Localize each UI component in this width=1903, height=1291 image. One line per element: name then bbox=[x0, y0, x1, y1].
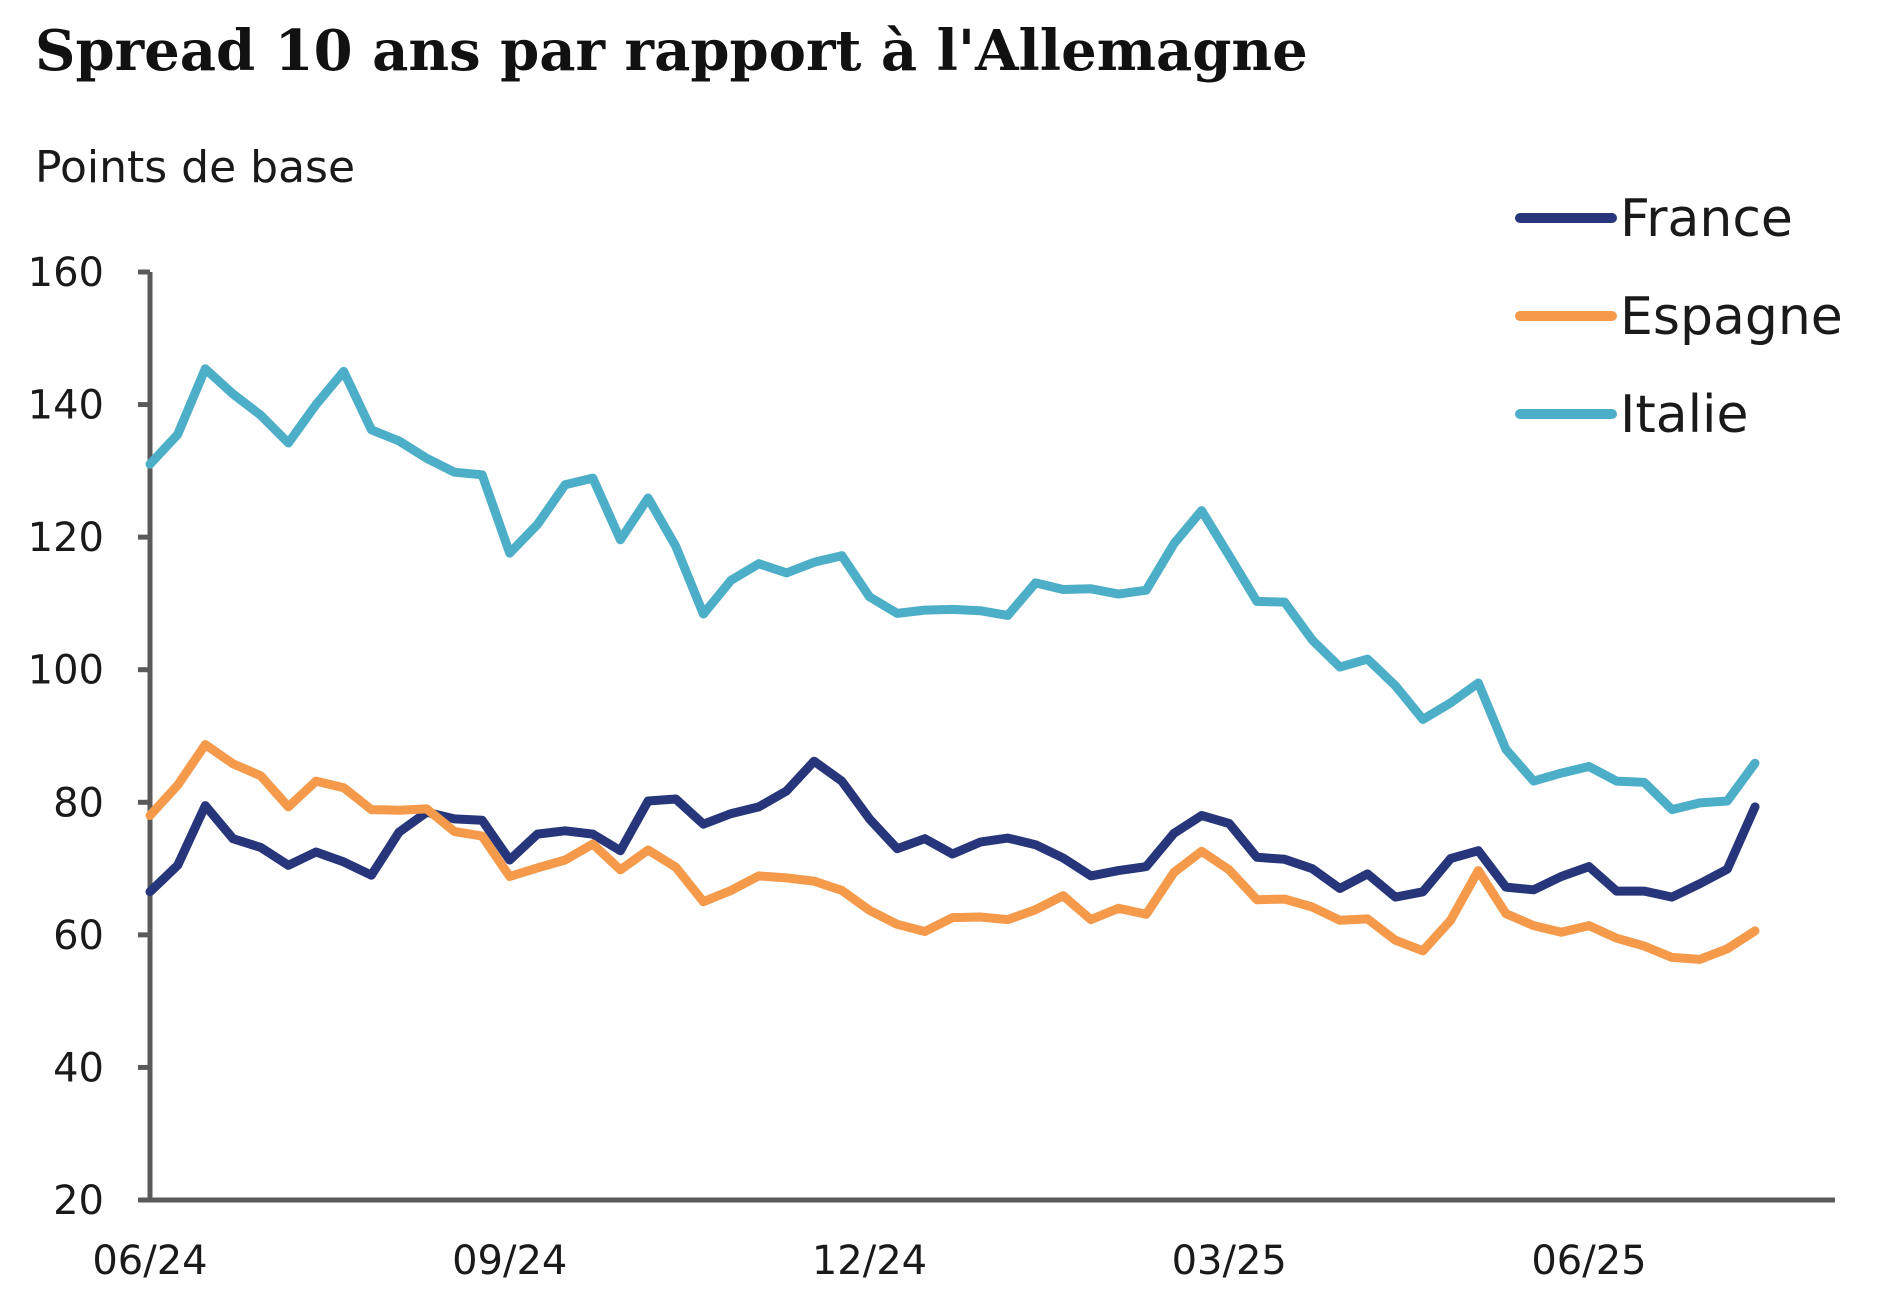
y-tick-label: 140 bbox=[28, 383, 104, 429]
y-tick-label: 120 bbox=[28, 515, 104, 561]
legend: France Espagne Italie bbox=[1515, 189, 1843, 445]
series-line-france bbox=[145, 756, 1760, 902]
series-lines bbox=[145, 364, 1760, 964]
x-tick-label: 12/24 bbox=[812, 1238, 927, 1284]
x-tick-label: 03/25 bbox=[1172, 1238, 1287, 1284]
x-tick-label: 06/24 bbox=[92, 1238, 207, 1284]
chart-title: Spread 10 ans par rapport à l'Allemagne bbox=[35, 18, 1308, 84]
y-tick-label: 40 bbox=[53, 1045, 104, 1091]
series-line-espagne bbox=[145, 740, 1760, 964]
series-line-italie bbox=[145, 364, 1760, 815]
x-tick-label: 06/25 bbox=[1531, 1238, 1646, 1284]
axes: 20 40 60 80 100 120 140 160 06/24 09/24 12/24 03/25… bbox=[28, 250, 1835, 1284]
y-axis-unit-label: Points de base bbox=[35, 142, 356, 193]
legend-label-espagne: Espagne bbox=[1620, 287, 1843, 347]
y-tick-label: 20 bbox=[53, 1178, 104, 1224]
y-tick-label: 160 bbox=[28, 250, 104, 296]
y-tick-label: 80 bbox=[53, 780, 104, 826]
y-tick-label: 100 bbox=[28, 648, 104, 694]
x-tick-label: 09/24 bbox=[452, 1238, 567, 1284]
legend-label-italie: Italie bbox=[1620, 385, 1748, 445]
legend-label-france: France bbox=[1620, 189, 1793, 249]
y-tick-label: 60 bbox=[53, 913, 104, 959]
